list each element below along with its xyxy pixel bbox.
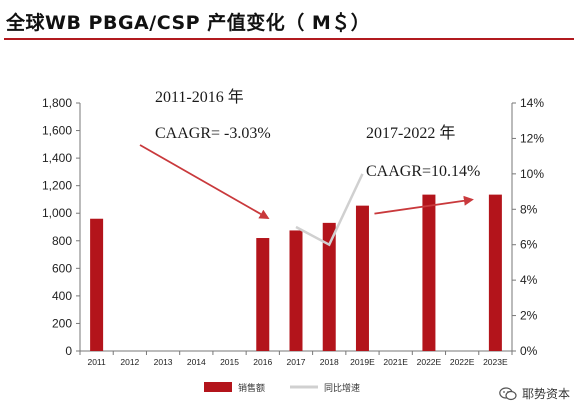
y-left-tick-label: 600 bbox=[52, 261, 72, 275]
x-tick-label: 2019E bbox=[350, 357, 375, 367]
chart-legend: 销售额 同比增速 bbox=[204, 382, 360, 394]
watermark-text: 耶势资本 bbox=[521, 387, 570, 401]
x-tick-label: 2015 bbox=[220, 357, 239, 367]
bar bbox=[355, 205, 369, 351]
x-tick-label: 2014 bbox=[187, 357, 206, 367]
chart-axes: 0 200 400 600 800 1,000 1,200 1,400 1,600 1,800 0%… bbox=[42, 96, 544, 367]
x-tick-label: 2017 bbox=[287, 357, 306, 367]
annotation-label-2: CAAGR=10.14% bbox=[366, 163, 480, 180]
title-divider bbox=[4, 38, 574, 40]
x-tick-label: 2022E bbox=[450, 357, 475, 367]
y-right-tick-label: 2% bbox=[520, 309, 538, 323]
y-left-tick-label: 400 bbox=[52, 289, 72, 303]
y-left-tick-label: 1,600 bbox=[42, 124, 72, 138]
y-right-tick-label: 12% bbox=[520, 131, 544, 145]
y-left-tick-label: 200 bbox=[52, 316, 72, 330]
y-left-tick-label: 1,000 bbox=[42, 206, 72, 220]
y-left-tick-label: 800 bbox=[52, 234, 72, 248]
bar bbox=[289, 230, 303, 351]
x-tick-label: 2011 bbox=[87, 357, 106, 367]
x-tick-label: 2023E bbox=[483, 357, 508, 367]
y-right-tick-label: 14% bbox=[520, 96, 544, 110]
annotation-period-1: 2011-2016 年 bbox=[155, 88, 244, 106]
annotation-arrow-1 bbox=[139, 144, 270, 220]
x-tick-label: 2021E bbox=[383, 357, 408, 367]
watermark: 耶势资本 bbox=[499, 385, 570, 402]
bar bbox=[90, 218, 104, 351]
x-tick-label: 2018 bbox=[320, 357, 339, 367]
legend-label-bar: 销售额 bbox=[238, 382, 265, 394]
y-left-tick-label: 0 bbox=[65, 344, 72, 358]
y-left-tick-label: 1,400 bbox=[42, 151, 72, 165]
growth-line bbox=[295, 173, 364, 247]
bar-series bbox=[90, 194, 502, 351]
y-left-tick-label: 1,200 bbox=[42, 179, 72, 193]
legend-swatch-bar bbox=[204, 382, 232, 392]
annotation-period-2: 2017-2022 年 bbox=[366, 124, 455, 142]
annotation-label-1: CAAGR= -3.03% bbox=[155, 125, 271, 142]
y-right-tick-label: 10% bbox=[520, 167, 544, 181]
x-tick-label: 2013 bbox=[154, 357, 173, 367]
bar bbox=[488, 194, 502, 351]
bar bbox=[322, 222, 336, 351]
y-right-tick-label: 6% bbox=[520, 238, 538, 252]
line-series bbox=[295, 173, 364, 247]
y-left-tick-label: 1,800 bbox=[42, 96, 72, 110]
chart-title: 全球WB PBGA/CSP 产值变化（ M＄） bbox=[6, 12, 371, 34]
y-right-tick-label: 0% bbox=[520, 344, 538, 358]
chart-annotations: 2011-2016 年 CAAGR= -3.03% 2017-2022 年 CAAGR… bbox=[139, 88, 480, 220]
y-right-tick-label: 8% bbox=[520, 202, 538, 216]
legend-label-line: 同比增速 bbox=[324, 382, 360, 394]
x-tick-label: 2012 bbox=[120, 357, 139, 367]
y-right-tick-label: 4% bbox=[520, 273, 538, 287]
bar bbox=[422, 194, 436, 351]
wechat-icon bbox=[499, 386, 517, 400]
bar bbox=[256, 238, 270, 351]
x-tick-label: 2016 bbox=[253, 357, 272, 367]
x-tick-label: 2022E bbox=[417, 357, 442, 367]
annotation-arrow-2 bbox=[374, 195, 474, 215]
